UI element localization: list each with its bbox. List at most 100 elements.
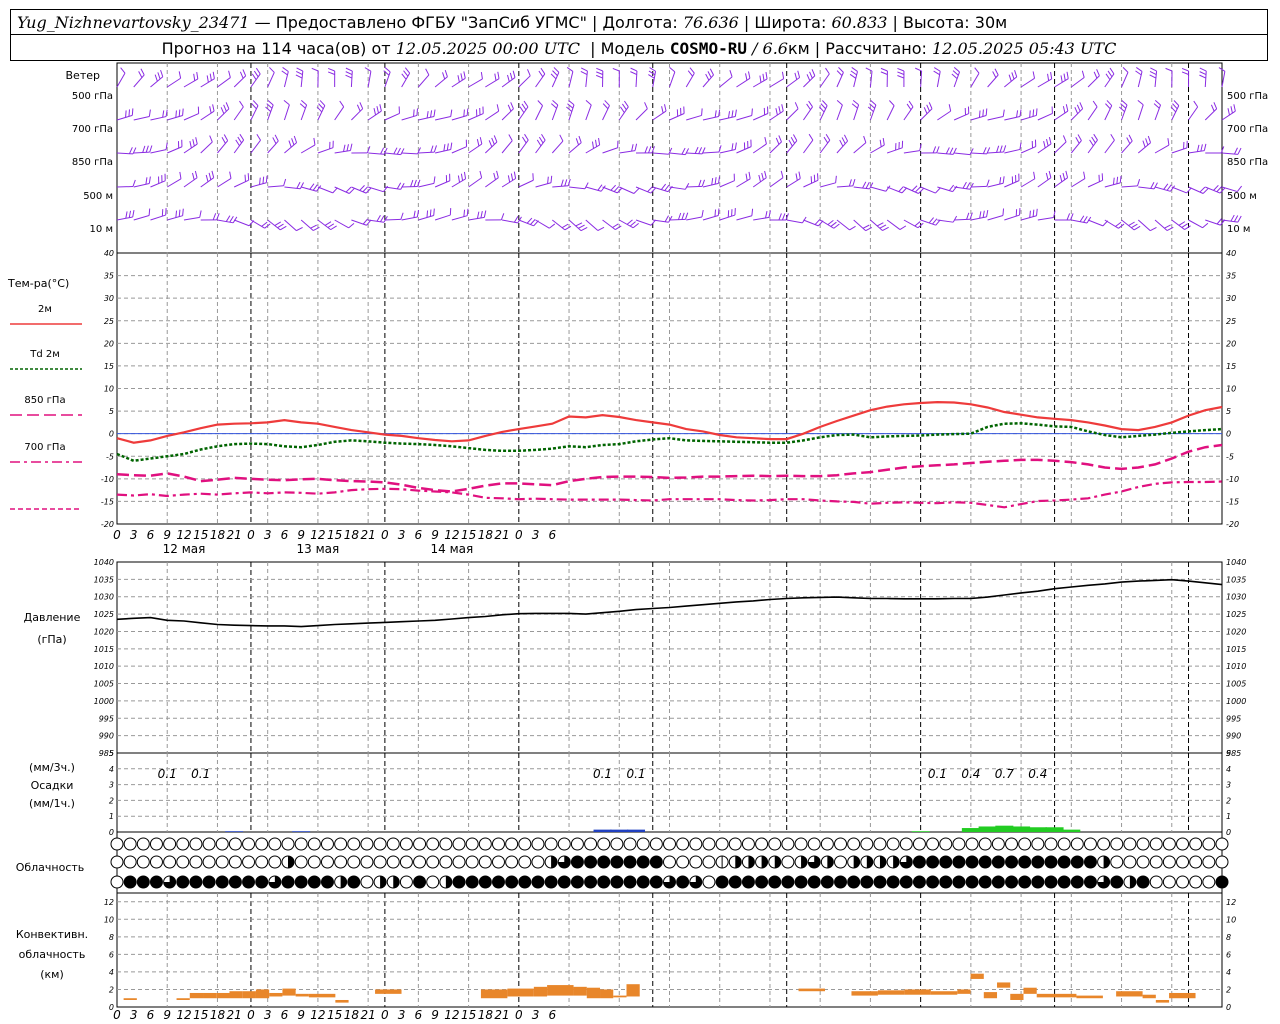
- cloud-symbol-half: [380, 876, 387, 888]
- cloud-symbol: [334, 855, 348, 869]
- wind-barb: [233, 139, 245, 154]
- wind-barb-feather: [301, 99, 307, 106]
- cloud-symbol: [360, 875, 374, 889]
- wind-barb-feather: [536, 139, 542, 147]
- wind-barb: [669, 218, 686, 221]
- prec-ytick-right: 0: [1226, 828, 1231, 837]
- wind-barb-feather: [889, 100, 895, 106]
- cloud-symbol-half: [288, 856, 295, 868]
- cloud-symbol-full: [966, 876, 979, 888]
- wind-barb: [468, 78, 483, 88]
- cloud-symbol: [163, 837, 177, 851]
- pres-ytick-left: 1005: [94, 680, 114, 689]
- conv-ytick-right: 2: [1226, 985, 1231, 994]
- pres-ylabel: (гПа): [37, 633, 66, 646]
- wind-barb-feather: [538, 136, 544, 144]
- wind-barb-feather: [1060, 75, 1063, 83]
- cloud-symbol: [1215, 855, 1229, 869]
- wind-barb-feather: [1047, 73, 1050, 81]
- cloud-symbol: [426, 837, 440, 851]
- wind-barb: [1104, 219, 1119, 229]
- wind-level-left: 500 м: [83, 191, 113, 202]
- wind-barb: [669, 113, 685, 121]
- conv-xtick: 0: [113, 1008, 121, 1022]
- wind-barb: [937, 152, 954, 155]
- wind-barb-feather: [798, 171, 801, 179]
- wind-barb-feather: [999, 177, 1002, 185]
- wind-barb: [150, 149, 167, 154]
- wind-barb-feather: [1135, 70, 1142, 76]
- cloud-symbol: [413, 855, 427, 869]
- wind-barb: [669, 152, 686, 156]
- conv-ytick-right: 6: [1226, 950, 1231, 959]
- wind-barb-feather: [192, 139, 195, 147]
- wind-barb-feather: [125, 211, 128, 219]
- pres-ytick-right: 1005: [1226, 680, 1246, 689]
- wind-barb-feather: [1233, 104, 1236, 112]
- wind-barb: [1037, 177, 1052, 188]
- wind-barb: [1037, 143, 1052, 154]
- wind-barb-feather: [994, 68, 999, 76]
- wind-barb-feather: [228, 70, 231, 78]
- wind-barb-feather: [433, 145, 437, 153]
- wind-barb: [368, 152, 385, 155]
- cloud-symbol: [676, 837, 690, 851]
- wind-barb: [434, 76, 448, 88]
- conv-bar: [1023, 987, 1037, 994]
- wind-barb: [619, 219, 634, 229]
- wind-barb-feather: [264, 223, 271, 229]
- wind-barb-feather: [575, 222, 583, 227]
- cloud-symbol: [663, 855, 676, 869]
- wind-barb: [920, 108, 933, 121]
- cloud-symbol: [202, 855, 216, 869]
- pres-series-line: [116, 578, 1223, 628]
- wind-barb-feather: [479, 170, 483, 178]
- wind-barb-feather: [149, 145, 153, 153]
- cloud-symbol: [136, 837, 150, 851]
- wind-barb-feather: [1036, 208, 1038, 216]
- wind-barb-feather: [296, 70, 303, 76]
- prec-bar: [1028, 827, 1047, 832]
- wind-barb-feather: [870, 99, 877, 106]
- wind-barb-feather: [1184, 225, 1191, 230]
- wind-barb-feather: [178, 209, 181, 217]
- wind-barb-feather: [457, 175, 461, 183]
- wind-barb-feather: [775, 137, 780, 145]
- wind-barb-feather: [714, 209, 717, 217]
- wind-barb-feather: [1178, 221, 1186, 226]
- temp-ytick-right: 35: [1226, 272, 1236, 281]
- conv-ytick-left: 12: [104, 898, 114, 907]
- wind-barb-feather: [221, 137, 226, 144]
- wind-barb-feather: [189, 141, 192, 149]
- header-line-2: Прогноз на 114 часа(ов) от 12.05.2025 00…: [161, 39, 1117, 58]
- temp-ytick-right: 5: [1226, 407, 1231, 416]
- temp-legend-label: 700 гПа: [24, 442, 65, 453]
- wind-barb: [300, 144, 316, 154]
- cloud-symbol: [912, 837, 926, 851]
- wind-barb: [1137, 142, 1151, 154]
- wind-barb-feather: [969, 148, 974, 155]
- cloud-symbol: [228, 837, 242, 851]
- wind-barb: [351, 108, 364, 121]
- wind-barb-feather: [647, 186, 653, 193]
- cloud-symbol: [1123, 855, 1137, 869]
- cloud-symbol: [505, 855, 519, 869]
- cloud-symbol-full: [873, 876, 886, 888]
- wind-barb-feather: [463, 71, 466, 79]
- wind-barb-feather: [880, 71, 888, 75]
- cloud-symbol: [689, 837, 703, 851]
- wind-barb-feather: [191, 172, 195, 180]
- conv-bar: [176, 998, 190, 1000]
- wind-barb: [803, 106, 813, 121]
- wind-barb: [535, 219, 550, 229]
- wind-barb-feather: [698, 179, 702, 187]
- wind-barb-feather: [794, 102, 799, 109]
- wind-barb: [1221, 219, 1238, 223]
- wind-barb-feather: [494, 73, 497, 81]
- prec-ylabel-top: (мм/3ч.): [29, 761, 75, 774]
- wind-barb-feather: [145, 145, 149, 153]
- wind-barb-feather: [237, 136, 242, 144]
- prec-bar: [961, 828, 980, 832]
- temp-series-line: [116, 480, 1223, 509]
- wind-barb-feather: [982, 210, 985, 218]
